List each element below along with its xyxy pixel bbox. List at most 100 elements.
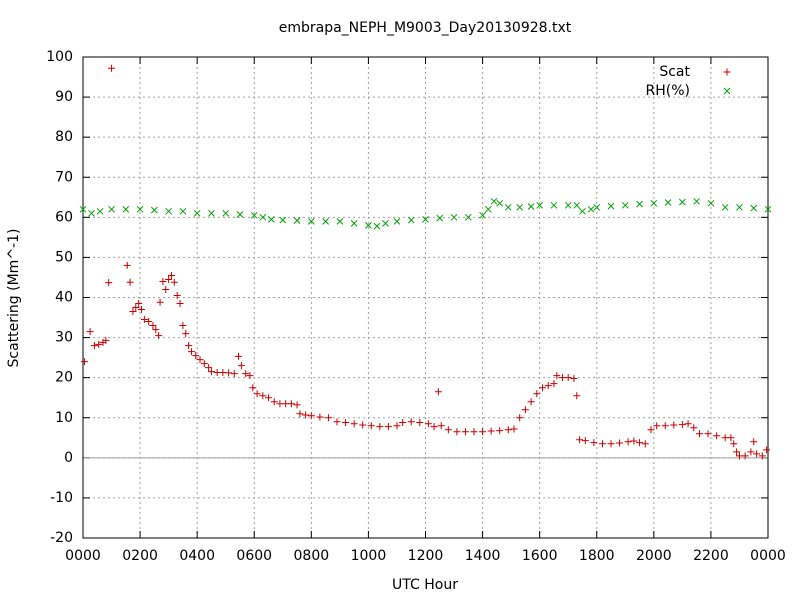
point	[165, 207, 172, 215]
point	[693, 197, 700, 205]
y-tick-label: 0	[64, 450, 73, 466]
point	[307, 412, 315, 420]
point	[179, 322, 187, 330]
point	[159, 277, 167, 285]
point	[684, 420, 692, 428]
point	[727, 434, 735, 442]
point	[205, 364, 213, 372]
point	[496, 427, 504, 435]
point	[179, 207, 187, 215]
point	[550, 201, 558, 209]
legend-label: RH(%)	[646, 83, 690, 99]
point	[624, 438, 632, 446]
point	[350, 219, 358, 227]
point	[504, 203, 512, 211]
point	[173, 291, 181, 299]
point	[185, 342, 193, 350]
point	[316, 413, 324, 421]
point	[704, 430, 712, 438]
point	[690, 424, 698, 432]
point	[510, 425, 518, 433]
point	[479, 211, 486, 219]
point	[382, 219, 389, 227]
point	[376, 423, 384, 431]
legend-marker	[723, 68, 731, 76]
point	[527, 203, 535, 210]
x-tick-label: 1400	[465, 548, 501, 564]
x-tick-label: 1800	[579, 548, 615, 564]
point	[145, 318, 153, 326]
point	[764, 205, 772, 213]
y-tick-label: 100	[46, 49, 73, 65]
point	[359, 421, 367, 429]
point	[587, 205, 595, 213]
point	[590, 439, 598, 447]
point	[470, 428, 478, 436]
point	[713, 432, 721, 440]
point	[259, 213, 267, 221]
point	[138, 306, 146, 314]
point	[434, 388, 442, 396]
point	[564, 201, 572, 209]
x-tick-label: 0200	[122, 548, 158, 564]
point	[165, 275, 173, 283]
point	[193, 209, 201, 217]
point	[237, 362, 245, 370]
point	[422, 215, 429, 223]
point	[287, 400, 295, 408]
point	[350, 420, 358, 428]
point	[679, 198, 686, 206]
point	[733, 448, 741, 456]
point	[607, 440, 615, 448]
point	[573, 392, 581, 400]
point	[279, 216, 287, 224]
point	[333, 418, 341, 426]
point	[167, 271, 175, 279]
point	[192, 352, 200, 360]
point	[176, 300, 184, 308]
point	[250, 211, 258, 219]
point	[564, 374, 572, 382]
y-tick-label: -20	[50, 530, 73, 546]
point	[487, 427, 495, 435]
point	[324, 414, 332, 422]
point	[616, 439, 624, 447]
point	[259, 392, 267, 400]
x-tick-label: 2200	[693, 548, 729, 564]
point	[393, 422, 401, 430]
point	[170, 278, 178, 286]
point	[647, 426, 655, 434]
point	[407, 216, 415, 224]
x-tick-label: 2000	[636, 548, 672, 564]
point	[200, 360, 208, 368]
y-tick-label: 30	[55, 330, 73, 346]
point	[95, 340, 103, 348]
point	[236, 211, 244, 218]
y-tick-label: 50	[55, 249, 73, 265]
point	[461, 428, 469, 436]
point	[393, 217, 401, 225]
y-axis-label: Scattering (Mm^-1)	[6, 229, 22, 368]
point	[553, 372, 561, 380]
point	[730, 440, 738, 448]
point	[126, 278, 134, 286]
x-tick-label: 0400	[179, 548, 215, 564]
point	[424, 420, 432, 428]
point	[573, 201, 581, 209]
point	[661, 422, 669, 430]
point	[123, 261, 131, 269]
point	[249, 384, 257, 392]
x-tick-label: 0800	[294, 548, 330, 564]
point	[750, 438, 758, 446]
point	[576, 436, 584, 444]
y-tick-label: -10	[50, 490, 73, 506]
point	[122, 205, 130, 213]
point	[496, 199, 504, 207]
point	[162, 285, 170, 293]
point	[527, 398, 535, 406]
point	[246, 372, 254, 380]
point	[135, 300, 143, 308]
point	[436, 214, 444, 222]
y-tick-label: 10	[55, 410, 73, 426]
x-tick-label: 1200	[408, 548, 444, 564]
